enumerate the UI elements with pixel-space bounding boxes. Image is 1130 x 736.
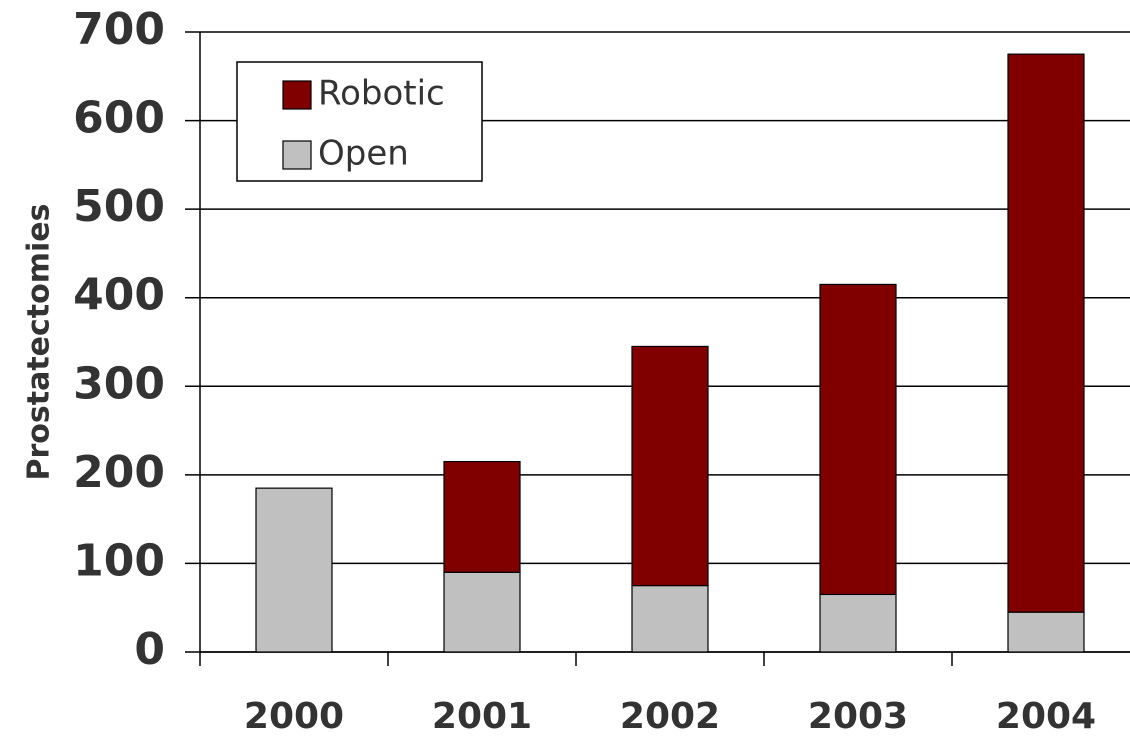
legend-label: Open xyxy=(318,134,409,174)
y-tick-label: 600 xyxy=(73,93,165,144)
y-axis-label: Prostatectomies xyxy=(22,203,57,480)
bar-segment xyxy=(1007,611,1085,653)
y-tick-label: 300 xyxy=(73,358,165,409)
bar-segment xyxy=(1007,53,1085,613)
bar-segment xyxy=(255,487,333,653)
legend-swatch xyxy=(282,80,312,110)
x-tick-label: 2002 xyxy=(620,696,720,736)
x-tick-label: 2001 xyxy=(432,696,532,736)
y-tick-label: 200 xyxy=(73,447,165,498)
legend-box xyxy=(236,61,483,182)
bar-segment xyxy=(631,584,709,653)
bar-segment xyxy=(819,283,897,596)
x-tick-label: 2000 xyxy=(244,696,344,736)
bar-segment xyxy=(819,593,897,653)
y-tick-label: 500 xyxy=(73,181,165,232)
y-tick-label: 400 xyxy=(73,270,165,321)
x-tick-label: 2003 xyxy=(808,696,908,736)
bar-segment xyxy=(443,460,521,573)
x-tick-label: 2004 xyxy=(996,696,1096,736)
bar-segment xyxy=(631,345,709,587)
y-tick-label: 700 xyxy=(73,4,165,55)
legend-label: Robotic xyxy=(318,74,445,114)
y-tick-label: 0 xyxy=(134,624,165,675)
y-tick-label: 100 xyxy=(73,535,165,586)
bar-segment xyxy=(443,571,521,653)
legend-swatch xyxy=(282,140,312,170)
